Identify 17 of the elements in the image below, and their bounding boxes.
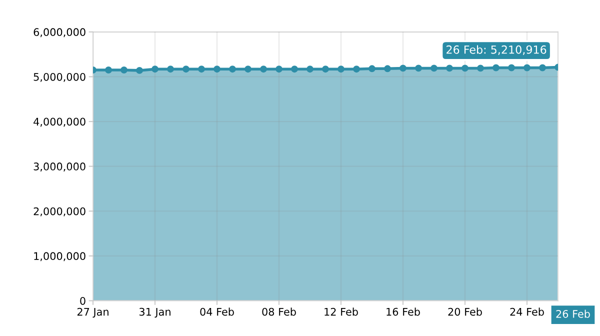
y-tick-label: 3,000,000	[34, 162, 86, 172]
y-tick-label: 6,000,000	[34, 28, 86, 38]
x-tick-label: 27 Jan	[77, 308, 108, 318]
x-tick-label: 24 Feb	[510, 308, 544, 316]
x-tick-label: 20 Feb	[448, 308, 482, 316]
y-tick-label: 2,000,000	[34, 207, 86, 216]
y-tick-label: 4,000,000	[34, 118, 86, 127]
x-tick-label: 12 Feb	[324, 308, 358, 316]
text: 26 Feb	[556, 310, 590, 318]
y-tick-label: 5,000,000	[34, 72, 86, 82]
x-tick-label: 16 Feb	[386, 308, 420, 316]
y-tick-label: 0	[80, 296, 86, 305]
x-tick-label: 08 Feb	[262, 308, 296, 316]
annotation: 26 Feb: 5,210,916	[446, 45, 546, 55]
y-tick-label: 1,000,000	[34, 252, 86, 262]
x-tick-label: 31 Jan	[139, 308, 170, 318]
x-tick-label: 04 Feb	[200, 308, 234, 316]
